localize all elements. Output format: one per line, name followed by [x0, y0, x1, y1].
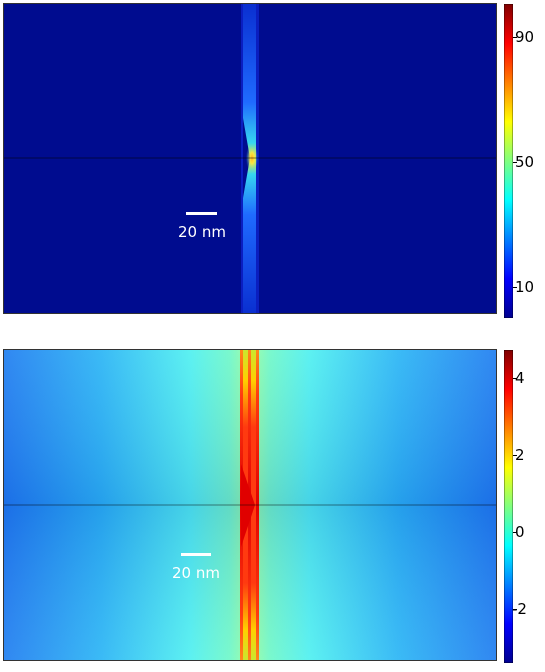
- tick: [513, 378, 517, 379]
- frame: [3, 349, 497, 661]
- tick: [513, 455, 517, 456]
- nanogap-wedge: [241, 464, 255, 547]
- colorbar-tick-90: 90: [515, 28, 535, 46]
- scale-bar-label: 20 nm: [178, 223, 226, 241]
- colorbar-tick-2: 2: [515, 446, 525, 464]
- colorbar-tick-50: 50: [515, 153, 535, 171]
- tick: [513, 609, 517, 610]
- tick: [513, 532, 517, 533]
- colorbar-top: [504, 4, 513, 318]
- scale-bar: [186, 212, 217, 215]
- colorbar-tick-10: 10: [515, 278, 535, 296]
- tick: [513, 162, 517, 163]
- scale-bar-label: 20 nm: [172, 564, 220, 582]
- colorbar-tick-4: 4: [515, 369, 525, 387]
- colorbar-tick-0: 0: [515, 523, 525, 541]
- colorbar-tick-minus-2: -2: [512, 600, 527, 618]
- colorbar-bottom: [504, 350, 513, 663]
- tick: [513, 37, 517, 38]
- top-field-map: [3, 3, 497, 314]
- frame: [3, 3, 497, 314]
- scale-bar: [181, 553, 211, 556]
- bottom-field-map: [3, 349, 497, 661]
- tick: [513, 287, 517, 288]
